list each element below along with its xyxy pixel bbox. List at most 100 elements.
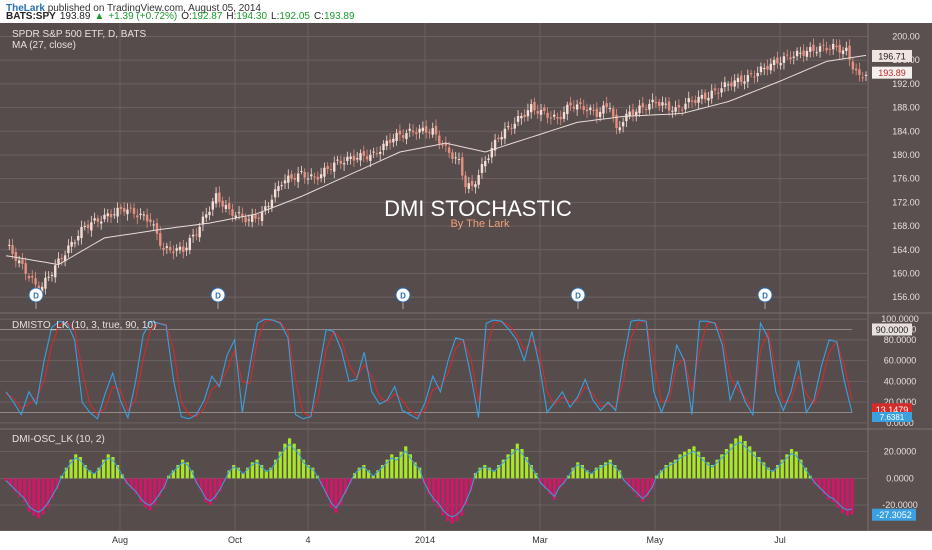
- histogram-bar: [459, 478, 464, 516]
- candle-body: [467, 183, 471, 189]
- histogram-bar: [748, 446, 752, 479]
- candle-body: [208, 211, 211, 216]
- candle-body: [375, 153, 379, 155]
- candle-body: [155, 223, 159, 234]
- price-tick-label: 160.00: [892, 268, 920, 278]
- histogram-bar: [506, 454, 510, 479]
- candle-body: [720, 88, 723, 93]
- candle-body: [434, 125, 438, 135]
- candle-body: [359, 153, 362, 161]
- candle-body: [625, 113, 628, 122]
- candle-body: [726, 84, 730, 86]
- candle-body: [457, 159, 461, 161]
- price-pane[interactable]: 156.00 160.00 164.00 168.00 172.00 176.00 180.…: [0, 31, 920, 309]
- candle-body: [562, 112, 566, 119]
- candle-body: [136, 215, 139, 218]
- candle-body: [421, 127, 425, 132]
- histogram-bar: [599, 465, 603, 479]
- histogram-bar: [692, 446, 696, 479]
- candle-body: [664, 103, 667, 105]
- histogram-bar: [227, 470, 231, 479]
- dividend-marker: [570, 287, 586, 303]
- author-link[interactable]: TheLark: [6, 3, 45, 14]
- candle-body: [612, 108, 615, 117]
- candle-body: [428, 132, 431, 134]
- candle-body: [300, 171, 303, 173]
- histogram-bar: [683, 451, 687, 479]
- histogram-bar: [534, 473, 538, 479]
- stochastic-pane[interactable]: 0.0000 20.0000 40.0000 60.0000 80.000090.000…: [0, 314, 919, 428]
- histogram-bar: [520, 449, 524, 479]
- candle-body: [526, 110, 530, 117]
- histogram-bar: [483, 465, 487, 479]
- histogram-bar: [199, 478, 203, 492]
- candle-body: [490, 148, 494, 158]
- chart-area[interactable]: 156.00 160.00 164.00 168.00 172.00 176.00 180.…: [0, 23, 932, 550]
- histogram-bar: [64, 467, 69, 479]
- candle-body: [77, 235, 80, 241]
- oscillator-pane[interactable]: -20.0000 0.0000 20.0000 -27.3052: [0, 435, 918, 524]
- candle-body: [694, 100, 697, 103]
- histogram-bar: [115, 465, 120, 479]
- histogram-bar: [204, 478, 208, 503]
- candle-body: [293, 178, 297, 180]
- candle-body: [575, 104, 579, 110]
- candle-body: [461, 157, 464, 176]
- osc-tick-label: 0.0000: [886, 473, 914, 483]
- histogram-bar: [501, 459, 505, 479]
- histogram-bar: [287, 438, 292, 479]
- histogram-bar: [492, 470, 496, 479]
- candle-body: [418, 128, 421, 133]
- level-label-box: [872, 323, 912, 336]
- price-label: 196.71: [878, 51, 906, 61]
- overlay-subtitle: By The Lark: [450, 218, 510, 230]
- candle-body: [372, 151, 375, 153]
- candle-body: [283, 180, 287, 184]
- histogram-bar: [538, 478, 543, 484]
- candle-body: [822, 44, 825, 46]
- histogram-bar: [515, 443, 519, 479]
- candle-body: [776, 57, 779, 64]
- candle-body: [782, 56, 786, 63]
- histogram-bar: [813, 478, 817, 484]
- histogram-bar: [473, 473, 478, 479]
- candle-body: [129, 207, 132, 209]
- candle-body: [152, 224, 155, 226]
- symbol[interactable]: BATS:SPY: [6, 11, 56, 22]
- candle-body: [109, 213, 113, 218]
- quote-bar: BATS:SPY 193.89 ▲ +1.39 (+0.72%) O:192.87 H:1…: [0, 11, 932, 23]
- candle-body: [290, 174, 293, 179]
- stoch-tick-label: 60.0000: [884, 356, 917, 366]
- candle-body: [405, 133, 408, 140]
- histogram-bar: [9, 478, 13, 487]
- histogram-bar: [789, 449, 794, 479]
- candle-body: [188, 237, 192, 251]
- candle-body: [254, 214, 257, 219]
- time-axis[interactable]: Aug Oct 4 2014 Mar May Jul: [0, 531, 932, 550]
- histogram-bar: [50, 478, 55, 499]
- histogram-bar: [478, 467, 482, 479]
- histogram-bar: [710, 465, 715, 479]
- candle-body: [671, 110, 674, 112]
- candle-body: [185, 247, 188, 251]
- candle-body: [539, 109, 543, 115]
- stoch-tick-label: 0.0000: [886, 418, 914, 428]
- time-tick-label: 4: [305, 535, 310, 545]
- histogram-bar: [706, 462, 710, 479]
- candle-body: [24, 263, 27, 274]
- candle-body: [848, 45, 851, 60]
- histogram-bar: [194, 478, 199, 484]
- histogram-bar: [734, 438, 738, 479]
- candle-body: [520, 115, 523, 119]
- value-label-box: [872, 508, 916, 521]
- candle-body: [529, 104, 533, 113]
- publish-line: TheLark published on TradingView.com, Au…: [6, 3, 261, 14]
- candle-body: [864, 74, 868, 76]
- candle-body: [329, 168, 333, 170]
- candle-body: [122, 208, 126, 212]
- histogram-bar: [604, 462, 608, 479]
- candle-body: [477, 175, 480, 185]
- histogram-bar: [283, 443, 287, 479]
- candle-body: [90, 222, 93, 231]
- main-title: SPDR S&P 500 ETF, D, BATS: [12, 29, 146, 40]
